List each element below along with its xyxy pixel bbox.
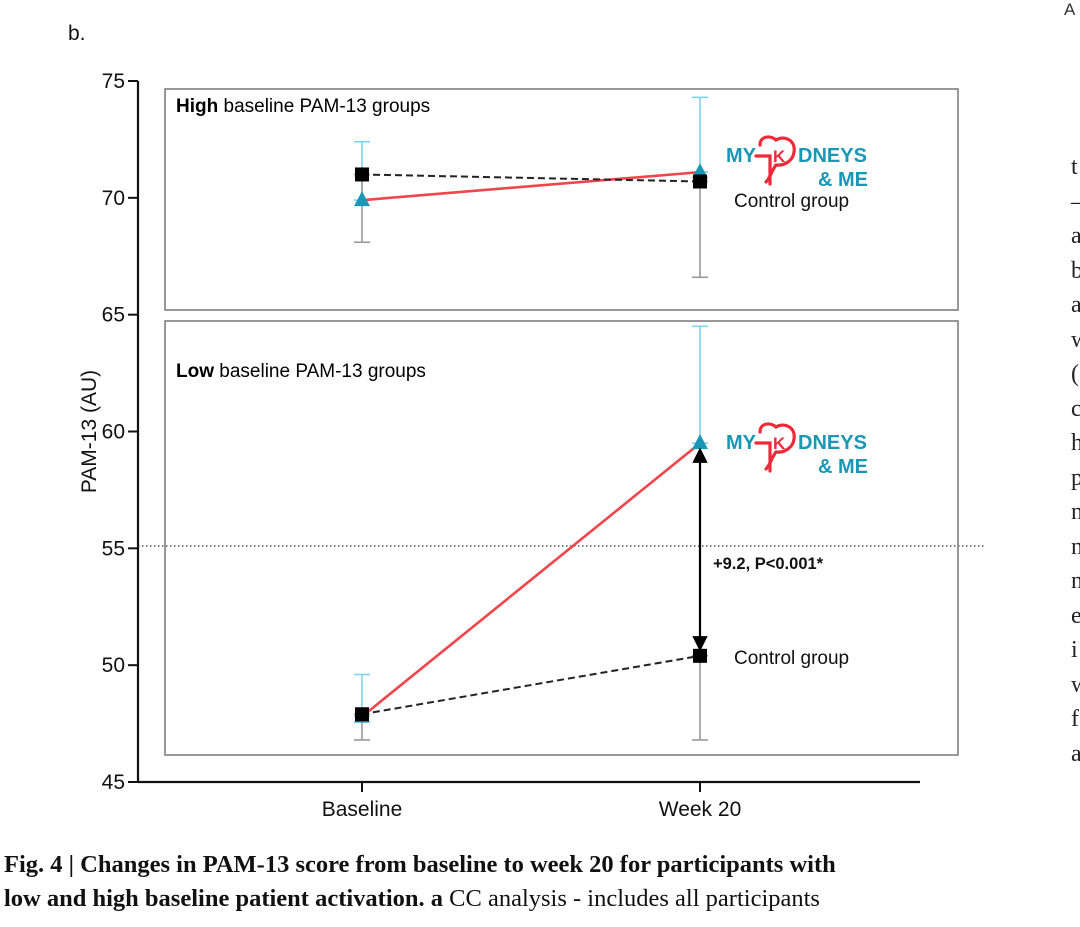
right-column-letter: h xyxy=(1071,430,1080,456)
panel-title: Low baseline PAM-13 groups xyxy=(176,361,426,382)
my-kidneys-logo: MY K DNEYS& ME xyxy=(726,135,868,191)
x-tick-label: Baseline xyxy=(322,798,403,821)
y-tick-label: 55 xyxy=(102,537,125,560)
right-column-letter: c xyxy=(1071,395,1080,422)
panel-box-high xyxy=(164,88,959,311)
panel-title-rest: baseline PAM-13 groups xyxy=(218,96,430,117)
right-column-letter: i xyxy=(1071,637,1078,663)
logo-k-letter: K xyxy=(773,147,786,166)
kidney-icon xyxy=(758,422,796,471)
caption-rest: CC analysis - includes all participants xyxy=(449,885,820,912)
kidney-icon-stem xyxy=(754,154,772,186)
logo-text-me: & ME xyxy=(818,169,868,191)
figure-caption: Fig. 4 | Changes in PAM-13 score from ba… xyxy=(4,848,1054,916)
control-line xyxy=(361,654,701,716)
logo-text-dneys: DNEYS xyxy=(798,145,867,167)
control-marker xyxy=(693,174,707,189)
y-tick-label: 45 xyxy=(102,771,125,794)
logo-k-letter: K xyxy=(773,434,786,453)
right-column-letter: b xyxy=(1071,257,1080,284)
right-column-letter: p xyxy=(1071,464,1080,491)
error-bars xyxy=(354,96,708,741)
right-column-letter: a xyxy=(1071,223,1080,249)
corner-fragment: A xyxy=(1064,0,1076,19)
right-column-letter: t xyxy=(1071,154,1078,180)
right-column-letter: f xyxy=(1071,706,1079,732)
kidney-icon xyxy=(758,135,796,184)
intervention-marker xyxy=(692,163,708,179)
right-column-letter: w xyxy=(1071,326,1080,353)
panel-title-bold: High xyxy=(176,96,218,117)
logo-text-dneys: DNEYS xyxy=(798,432,867,454)
y-tick-label: 50 xyxy=(102,654,125,677)
y-tick-label: 75 xyxy=(102,70,125,93)
right-column-letter: ( xyxy=(1071,361,1079,387)
label-control-high: Control group xyxy=(734,191,849,212)
series-markers xyxy=(354,163,708,723)
series-lines xyxy=(361,170,701,718)
caption-bold-line2: low and high baseline patient activation… xyxy=(4,885,425,912)
y-tick-label: 60 xyxy=(102,421,125,444)
control-marker xyxy=(693,648,707,663)
logo-text-my: MY xyxy=(726,432,757,454)
axes: 45 50 55 60 65 70 75 Baseline Week 20 PAM-13 (AU) xyxy=(78,70,985,821)
my-kidneys-logo: MY K DNEYS& ME xyxy=(726,422,868,478)
panel-title-rest: baseline PAM-13 groups xyxy=(214,361,426,382)
control-marker xyxy=(355,707,369,722)
right-column-letter: n xyxy=(1071,533,1080,560)
logo-text-my: MY xyxy=(726,145,757,167)
panel-label: b. xyxy=(68,22,86,45)
right-column-letter: a xyxy=(1071,292,1080,318)
y-tick-label: 70 xyxy=(102,187,125,210)
right-column-letter: a xyxy=(1071,740,1080,767)
caption-a-label: a xyxy=(430,885,444,912)
y-tick-label: 65 xyxy=(102,304,125,327)
caption-bold-line1: Fig. 4 | Changes in PAM-13 score from ba… xyxy=(4,851,836,878)
panel-box-low xyxy=(164,320,959,756)
control-line xyxy=(361,173,701,183)
intervention-marker xyxy=(354,191,370,207)
label-control-low: Control group xyxy=(734,648,849,669)
right-column-letter: e xyxy=(1071,602,1080,629)
panel-title-bold: Low xyxy=(176,361,214,382)
right-column-letter: w xyxy=(1071,671,1080,698)
right-column-letter: n xyxy=(1071,499,1080,525)
right-column-letter: – xyxy=(1071,185,1080,220)
right-column-letter: n xyxy=(1071,568,1080,594)
x-tick-label: Week 20 xyxy=(659,798,742,821)
control-marker xyxy=(355,167,369,182)
intervention-line xyxy=(361,170,701,202)
intervention-line xyxy=(361,442,701,718)
difference-annotation: +9.2, P<0.001* xyxy=(713,555,824,573)
intervention-marker xyxy=(692,434,708,450)
pam13-chart: 45 50 55 60 65 70 75 Baseline Week 20 PAM-13 (AU)… xyxy=(78,70,985,821)
kidney-icon-stem xyxy=(754,441,772,473)
panel-title: High baseline PAM-13 groups xyxy=(176,96,430,117)
annotations: +9.2, P<0.001* Control group Control group xyxy=(692,191,849,669)
logo-text-me: & ME xyxy=(818,456,868,478)
y-axis-label: PAM-13 (AU) xyxy=(78,370,101,493)
